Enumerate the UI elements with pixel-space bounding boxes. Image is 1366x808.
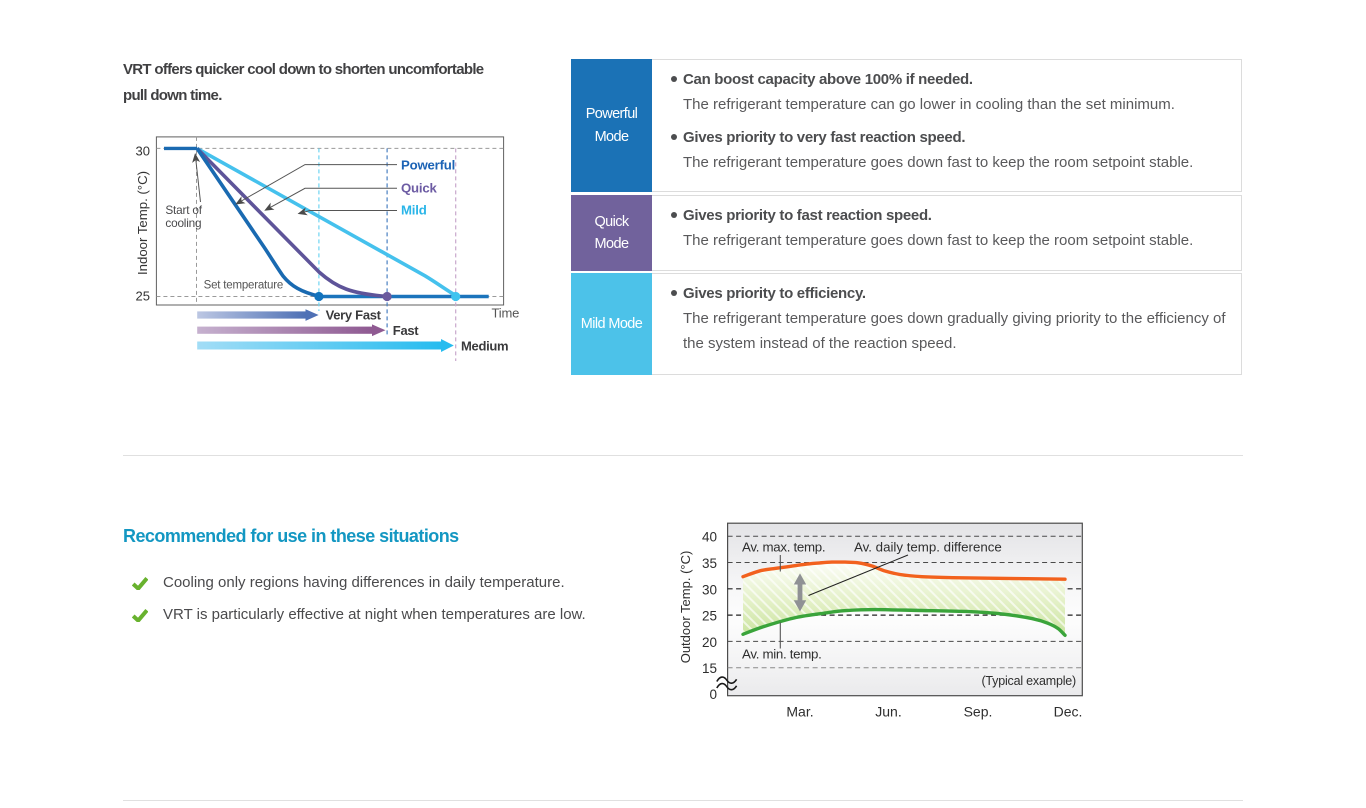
svg-text:Start of: Start of	[165, 203, 202, 217]
svg-text:25: 25	[702, 609, 717, 624]
svg-text:Powerful: Powerful	[401, 157, 455, 172]
svg-text:(Typical example): (Typical example)	[981, 674, 1076, 688]
svg-text:Set temperature: Set temperature	[204, 280, 283, 292]
svg-text:0: 0	[709, 687, 717, 702]
svg-text:Av. max. temp.: Av. max. temp.	[742, 540, 825, 555]
svg-text:25: 25	[136, 289, 150, 304]
svg-text:Time: Time	[492, 306, 520, 321]
svg-text:35: 35	[702, 556, 717, 571]
svg-text:15: 15	[702, 661, 717, 676]
svg-text:Mild: Mild	[401, 202, 427, 217]
svg-text:Outdoor Temp. (°C): Outdoor Temp. (°C)	[680, 551, 693, 664]
svg-text:30: 30	[136, 144, 150, 159]
svg-text:Jun.: Jun.	[875, 704, 901, 720]
svg-text:Very Fast: Very Fast	[326, 308, 382, 323]
svg-text:Medium: Medium	[461, 339, 508, 354]
svg-text:Dec.: Dec.	[1054, 704, 1083, 720]
svg-text:20: 20	[702, 635, 717, 650]
svg-text:cooling: cooling	[165, 216, 201, 230]
svg-text:Sep.: Sep.	[964, 704, 993, 720]
svg-text:Fast: Fast	[393, 323, 420, 338]
svg-text:Quick: Quick	[401, 180, 438, 195]
svg-text:40: 40	[702, 530, 717, 545]
svg-text:30: 30	[702, 582, 717, 597]
svg-text:Av. min. temp.: Av. min. temp.	[742, 647, 822, 662]
svg-text:Av. daily temp. difference: Av. daily temp. difference	[854, 540, 1002, 555]
svg-text:Mar.: Mar.	[786, 704, 813, 720]
svg-text:Indoor Temp. (°C): Indoor Temp. (°C)	[135, 171, 150, 275]
